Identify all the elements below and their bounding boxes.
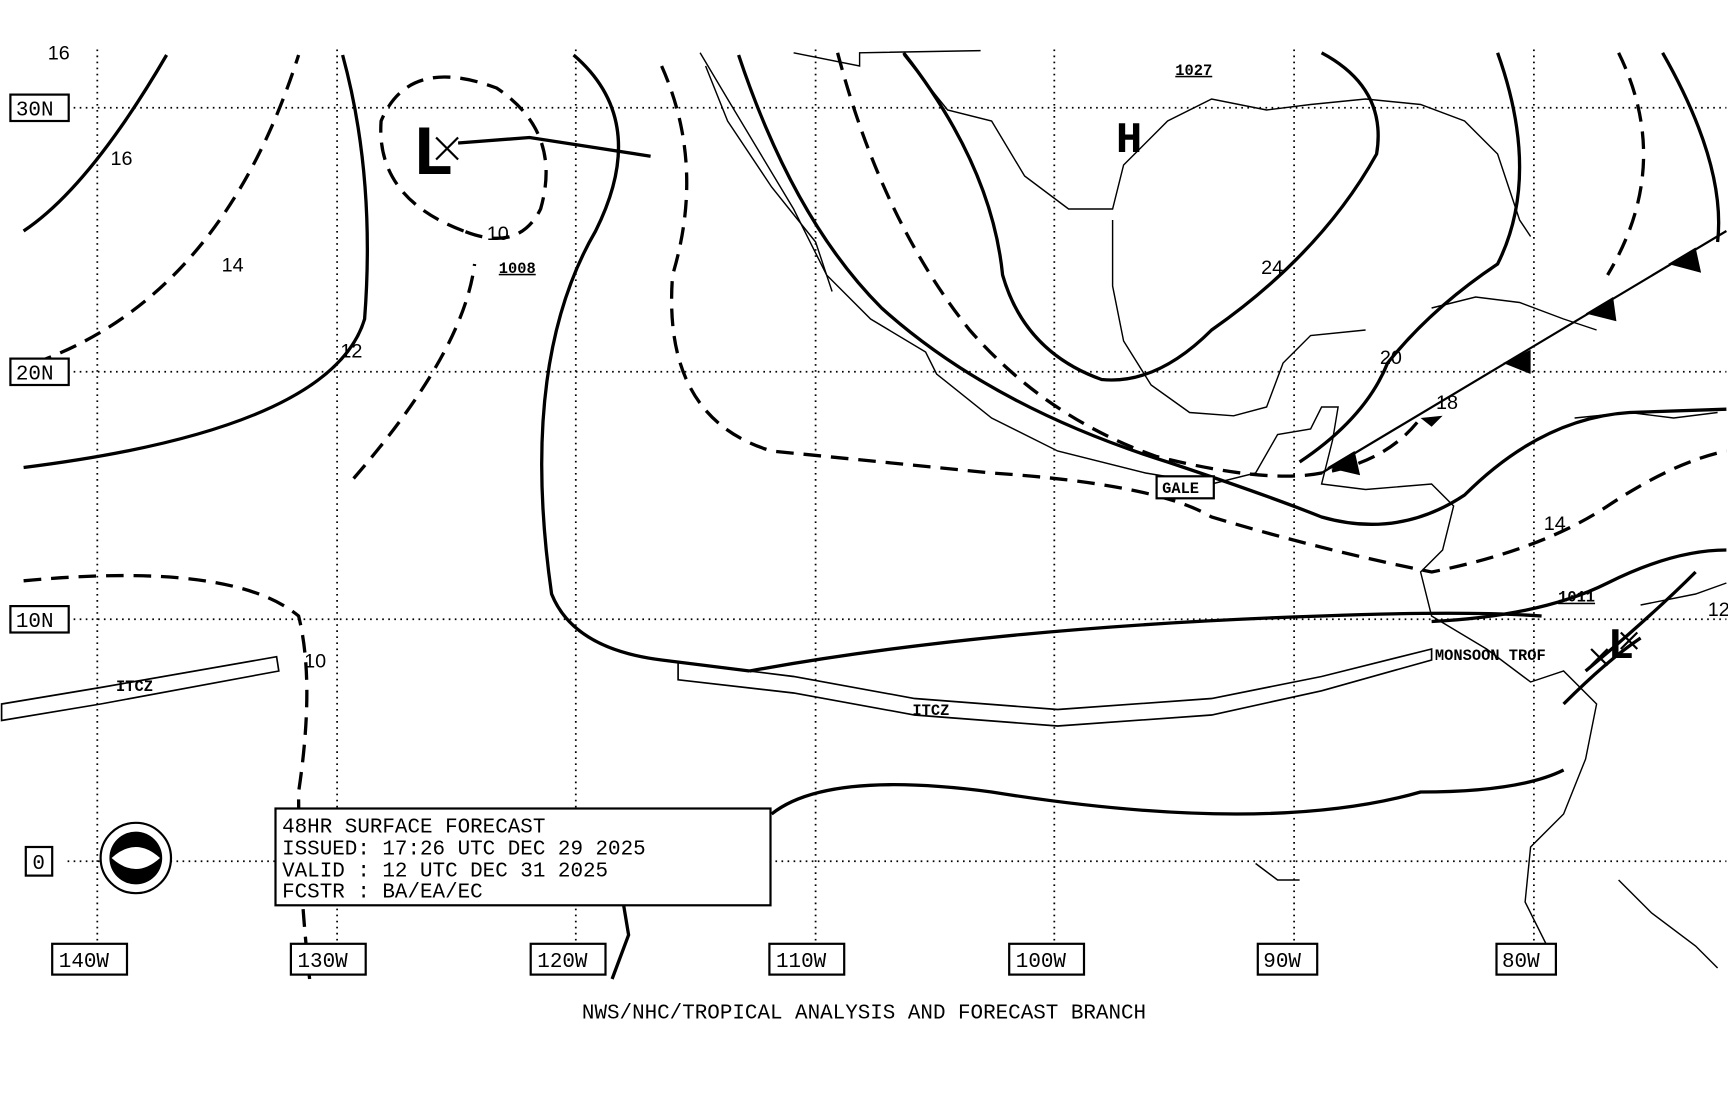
feature-label: ITCZ — [912, 702, 949, 720]
forecast-box — [274, 807, 772, 907]
label-box — [289, 942, 367, 976]
isobar — [749, 570, 1697, 706]
latitude-label: 30N — [16, 100, 54, 123]
coastline — [903, 54, 1532, 237]
label-box — [24, 845, 54, 877]
longitude-label: 120W — [537, 951, 588, 974]
label-box — [1256, 942, 1319, 976]
coastline — [1255, 296, 1727, 969]
isobar-label: 16 — [48, 42, 70, 64]
isobar — [737, 54, 1727, 526]
isobar — [352, 263, 477, 480]
labels: 30N 20N 10N 0 140W 130W 120W 110W 100W 9… — [9, 42, 1728, 976]
high-center: H — [1116, 116, 1142, 166]
isobar — [1606, 52, 1646, 276]
front-symbol — [1327, 247, 1702, 476]
coastline — [1111, 220, 1366, 417]
coastlines — [699, 49, 1727, 969]
logo-gull — [111, 847, 160, 869]
cold-front — [1321, 230, 1727, 474]
isobar — [836, 52, 1422, 478]
zones — [0, 136, 1727, 727]
forecast-line: 48HR SURFACE FORECAST — [282, 817, 545, 840]
isobar — [1431, 548, 1727, 624]
isobar-label: 20 — [1380, 347, 1402, 369]
longitude-label: 100W — [1016, 951, 1067, 974]
label-box — [9, 357, 70, 387]
isobar — [23, 573, 312, 980]
longitude-label: 90W — [1263, 951, 1301, 974]
isobar-label: 24 — [1261, 257, 1283, 279]
label-box — [1155, 475, 1215, 500]
pressure-value: 1027 — [1175, 62, 1212, 80]
label-box — [9, 605, 70, 634]
isobar — [660, 65, 1727, 574]
footer: NWS/NHC/TROPICAL ANALYSIS AND FORECAST B… — [582, 1003, 1146, 1026]
latitude-label: 10N — [16, 611, 54, 634]
isobar — [379, 75, 548, 240]
forecast-line: ISSUED: 17:26 UTC DEC 29 2025 — [282, 839, 646, 862]
isobar — [1661, 51, 1721, 243]
isobar — [902, 51, 1380, 382]
low-center: L — [412, 116, 454, 196]
isobar-label: 14 — [1544, 513, 1566, 535]
longitude-label: 130W — [298, 951, 349, 974]
isobar — [540, 53, 1565, 980]
isobar — [22, 54, 169, 233]
label-box — [51, 942, 129, 976]
longitude-label: 140W — [59, 951, 110, 974]
longitude-label: 110W — [776, 951, 827, 974]
noaa-logo — [99, 821, 173, 895]
isobar-label: 12 — [1708, 599, 1728, 621]
coastline — [699, 52, 1598, 958]
pressure-value: 1011 — [1558, 589, 1595, 607]
isobar — [34, 54, 301, 365]
longitude-label: 80W — [1502, 951, 1540, 974]
coastline — [704, 49, 981, 292]
feature-label: MONSOON TROF — [1435, 647, 1546, 665]
isobar — [1298, 52, 1522, 464]
isobars — [22, 51, 1727, 980]
itcz-band — [0, 655, 280, 722]
isobar — [23, 54, 369, 470]
center-marker — [435, 136, 1639, 667]
label-box — [1495, 942, 1558, 976]
label-box — [768, 942, 846, 976]
isobar-label: 16 — [111, 148, 133, 170]
pressure-value: 1008 — [499, 260, 536, 278]
label-box — [529, 942, 607, 976]
isobar-label: 12 — [340, 341, 362, 363]
low-center: L — [1608, 622, 1634, 672]
itcz-band — [677, 647, 1433, 727]
isobar-label: 10 — [304, 651, 326, 673]
forecast-line: FCSTR : BA/EA/EC — [282, 882, 483, 905]
latitude-label: 20N — [16, 363, 54, 386]
label-box — [9, 93, 70, 123]
label-box — [1008, 942, 1086, 976]
isobar-label: 14 — [222, 255, 244, 277]
feature-label: GALE — [1162, 480, 1199, 498]
feature-label: ITCZ — [116, 678, 153, 696]
isobar-label: 10 — [487, 223, 509, 245]
latitude-label: 0 — [32, 853, 45, 876]
grid — [67, 49, 1727, 941]
isobar — [457, 135, 651, 158]
isobar-label: 18 — [1436, 392, 1458, 414]
forecast-line: VALID : 12 UTC DEC 31 2025 — [282, 861, 608, 884]
